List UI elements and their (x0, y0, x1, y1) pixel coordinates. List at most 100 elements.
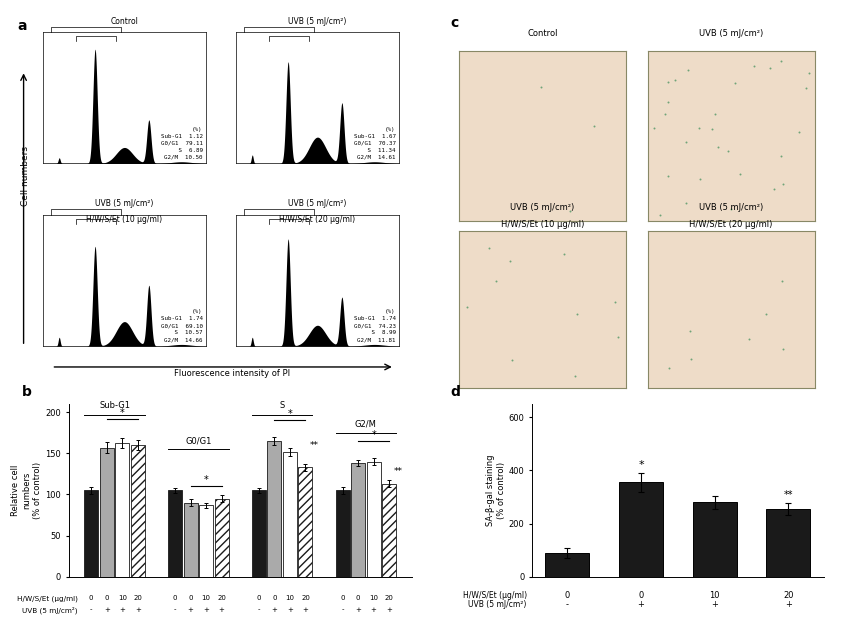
Point (764, 63, 777, 73)
Point (587, 121, 601, 131)
Text: 20: 20 (384, 595, 394, 601)
Point (563, 206, 577, 216)
Text: 10: 10 (286, 595, 294, 601)
Text: Fluorescence intensity of PI: Fluorescence intensity of PI (173, 369, 290, 378)
Bar (335, 490, 349, 577)
Text: +: + (303, 606, 308, 613)
Text: +: + (104, 606, 110, 613)
Bar (545, 553, 589, 577)
Text: *: * (287, 410, 293, 419)
Point (680, 198, 693, 208)
Text: +: + (135, 606, 141, 613)
Text: UVB (5 mJ/cm²): UVB (5 mJ/cm²) (288, 199, 347, 208)
Bar (366, 462, 381, 577)
Text: G2/M: G2/M (355, 420, 377, 429)
Text: 0: 0 (341, 595, 345, 601)
Bar (115, 442, 130, 577)
Point (489, 276, 503, 286)
Bar (251, 490, 266, 577)
Text: 10: 10 (118, 595, 127, 601)
Text: H/W/S/Et (10 μg/ml): H/W/S/Et (10 μg/ml) (87, 215, 162, 224)
Point (607, 297, 621, 308)
Text: 0: 0 (89, 595, 94, 601)
Point (776, 344, 789, 354)
Text: UVB (5 mJ/cm²): UVB (5 mJ/cm²) (288, 17, 347, 26)
Bar (351, 463, 366, 577)
Text: H/W/S/Et (20 μg/ml): H/W/S/Et (20 μg/ml) (689, 221, 773, 229)
Text: 0: 0 (272, 595, 276, 601)
Point (733, 169, 746, 179)
Text: +: + (188, 606, 194, 613)
Point (534, 82, 547, 92)
Point (692, 174, 706, 184)
Text: 0: 0 (172, 595, 178, 601)
Text: a: a (17, 19, 27, 33)
Point (653, 210, 667, 220)
Text: Control: Control (527, 29, 558, 38)
Text: H/W/S/Et (μg/ml): H/W/S/Et (μg/ml) (462, 591, 527, 600)
Text: G0/G1: G0/G1 (185, 436, 212, 445)
Text: 0: 0 (638, 591, 644, 600)
Point (504, 256, 517, 266)
Point (721, 146, 734, 156)
Point (685, 354, 698, 364)
Point (505, 355, 519, 365)
Point (774, 151, 788, 161)
Point (723, 204, 737, 215)
Text: Cell numbers: Cell numbers (21, 146, 30, 206)
Text: UVB (5 mJ/cm²): UVB (5 mJ/cm²) (699, 203, 763, 212)
Text: +: + (355, 606, 361, 613)
Text: Control: Control (111, 17, 138, 26)
Point (558, 249, 571, 259)
Bar (214, 499, 229, 577)
Bar (84, 490, 98, 577)
Text: +: + (386, 606, 392, 613)
Text: +: + (287, 606, 293, 613)
Text: H/W/S/Et (20 μg/ml): H/W/S/Et (20 μg/ml) (280, 215, 355, 224)
Text: 20: 20 (134, 595, 142, 601)
Text: **: ** (310, 440, 319, 449)
Point (710, 142, 724, 152)
Point (611, 332, 625, 342)
Text: +: + (119, 606, 125, 613)
Text: 0: 0 (257, 595, 261, 601)
Bar (100, 447, 114, 577)
Text: 10: 10 (710, 591, 720, 600)
Bar (283, 452, 297, 577)
Text: (%)
Sub-G1  1.74
G0/G1  69.10
       S  10.57
  G2/M  14.66: (%) Sub-G1 1.74 G0/G1 69.10 S 10.57 G2/M… (150, 309, 202, 342)
Text: 10: 10 (369, 595, 378, 601)
Text: (%)
Sub-G1  1.74
G0/G1  74.23
       S  8.99
  G2/M  11.81: (%) Sub-G1 1.74 G0/G1 74.23 S 8.99 G2/M … (347, 309, 396, 342)
Y-axis label: SA-β-gal staining
(% of control): SA-β-gal staining (% of control) (486, 454, 505, 526)
Point (728, 78, 742, 88)
Text: UVB (5 mJ/cm²): UVB (5 mJ/cm²) (699, 29, 763, 38)
Text: UVB (5 mJ/cm²): UVB (5 mJ/cm²) (511, 203, 574, 212)
Text: +: + (785, 601, 792, 610)
Text: +: + (371, 606, 377, 613)
Text: -: - (90, 606, 93, 613)
Text: (%)
Sub-G1  1.67
G0/G1  70.37
       S  11.34
  G2/M  14.61: (%) Sub-G1 1.67 G0/G1 70.37 S 11.34 G2/M… (343, 126, 396, 160)
Point (482, 242, 496, 253)
Bar (199, 505, 213, 577)
Point (792, 127, 806, 137)
Text: 0: 0 (188, 595, 193, 601)
Text: b: b (21, 385, 32, 399)
Text: 0: 0 (356, 595, 360, 601)
Text: 20: 20 (217, 595, 227, 601)
Point (692, 123, 705, 133)
Point (647, 122, 661, 133)
Bar (692, 503, 737, 577)
Text: 0: 0 (565, 591, 570, 600)
Text: 20: 20 (301, 595, 310, 601)
Text: UVB (5 mJ/cm²): UVB (5 mJ/cm²) (22, 606, 77, 614)
Point (776, 276, 789, 287)
Text: -: - (341, 606, 344, 613)
Bar (184, 503, 197, 577)
Bar (383, 484, 396, 577)
Text: UVB (5 mJ/cm²): UVB (5 mJ/cm²) (95, 199, 154, 208)
Point (668, 75, 682, 85)
Text: *: * (120, 408, 124, 418)
Text: H/W/S/Et (μg/ml): H/W/S/Et (μg/ml) (16, 595, 77, 601)
Point (680, 65, 694, 75)
Point (568, 370, 582, 381)
Point (742, 334, 756, 344)
